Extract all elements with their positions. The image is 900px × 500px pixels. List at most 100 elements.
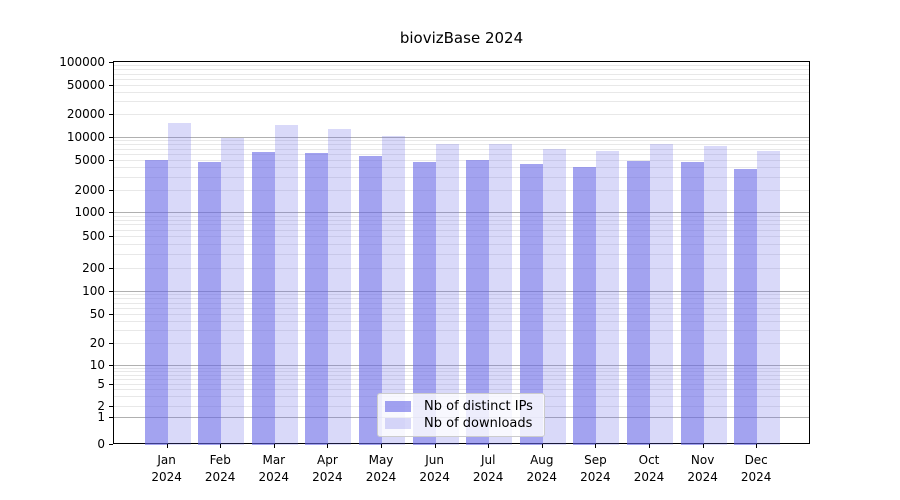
gridline-minor (114, 371, 809, 373)
y-tick-mark (109, 291, 113, 292)
gridline-minor (114, 224, 809, 226)
gridline-major (114, 291, 809, 292)
x-tick-mark (434, 444, 436, 448)
y-tick-label: 50000 (66, 78, 105, 92)
x-tick-label: Oct 2024 (633, 453, 665, 484)
x-tick-label: May 2024 (365, 453, 397, 484)
y-tick-mark (109, 343, 113, 344)
gridline-major (114, 137, 809, 138)
bar-distinct-ips (466, 160, 490, 445)
y-tick-label: 200 (82, 261, 105, 275)
y-tick-label: 5000 (74, 153, 105, 167)
gridline-minor (114, 298, 809, 300)
bar-downloads (435, 144, 459, 445)
bar-distinct-ips (519, 164, 543, 445)
y-tick-mark (109, 384, 113, 385)
x-tick-label: Jul 2024 (472, 453, 504, 484)
y-tick-label: 5 (97, 377, 105, 391)
bar-downloads (328, 128, 352, 445)
bar-downloads (542, 148, 566, 445)
gridline-minor (114, 253, 809, 255)
gridline-minor (114, 65, 809, 67)
bar-distinct-ips (144, 160, 168, 445)
x-tick-mark (488, 444, 490, 448)
y-tick-label: 1 (97, 410, 105, 424)
gridline-minor (114, 176, 809, 178)
legend-label: Nb of downloads (424, 416, 533, 431)
bar-distinct-ips (198, 161, 222, 445)
bar-downloads (489, 143, 513, 445)
gridline-minor (114, 153, 809, 155)
y-tick-label: 10000 (66, 130, 105, 144)
gridline-minor (114, 148, 809, 150)
gridline-minor (114, 367, 809, 369)
y-tick-label: 20 (89, 336, 105, 350)
gridline-minor (114, 379, 809, 380)
gridline-minor (114, 302, 809, 304)
gridline-minor (114, 389, 809, 391)
legend-item-distinct-ips: Nb of distinct IPs (385, 399, 536, 414)
legend-item-downloads: Nb of downloads (385, 416, 536, 431)
gridline-minor (114, 114, 809, 115)
gridline-major (114, 212, 809, 213)
y-tick-mark (109, 190, 113, 191)
y-tick-mark (109, 137, 113, 138)
y-tick-label: 10 (89, 358, 105, 372)
y-tick-label: 50 (89, 307, 105, 321)
gridline-minor (114, 294, 809, 296)
y-tick-mark (109, 236, 113, 237)
gridline-minor (114, 219, 809, 221)
y-tick-mark (109, 406, 113, 407)
bar-downloads (757, 151, 781, 445)
bar-distinct-ips (573, 167, 597, 445)
legend-swatch-downloads (385, 418, 411, 429)
legend-label: Nb of distinct IPs (424, 399, 533, 414)
gridline-minor (114, 236, 809, 237)
gridline-minor (114, 330, 809, 332)
y-tick-mark (109, 444, 113, 445)
y-tick-mark (109, 268, 113, 269)
legend: Nb of distinct IPs Nb of downloads (377, 393, 545, 437)
plot-area (113, 61, 810, 445)
y-tick-mark (109, 62, 113, 63)
x-tick-label: Feb 2024 (204, 453, 236, 484)
y-tick-label: 100000 (59, 55, 105, 69)
y-tick-mark (109, 85, 113, 86)
x-tick-mark (166, 444, 168, 448)
x-tick-mark (702, 444, 704, 448)
legend-swatch-distinct-ips (385, 401, 411, 412)
x-tick-label: Mar 2024 (258, 453, 290, 484)
bar-distinct-ips (251, 152, 275, 445)
bar-downloads (596, 150, 620, 445)
x-tick-label: Dec 2024 (740, 453, 772, 484)
bar-downloads (650, 143, 673, 445)
gridline-minor (114, 343, 809, 344)
x-tick-label: Sep 2024 (580, 453, 611, 484)
bar-distinct-ips (734, 169, 758, 445)
gridline-minor (114, 167, 809, 169)
x-tick-label: Aug 2024 (526, 453, 558, 484)
gridline-major (114, 365, 809, 366)
x-tick-mark (381, 444, 382, 448)
bar-downloads (382, 136, 405, 445)
gridline-minor (114, 101, 809, 103)
gridline-minor (114, 69, 809, 71)
gridline-minor (114, 314, 809, 315)
bar-downloads (221, 138, 245, 445)
y-tick-label: 2 (97, 399, 105, 413)
y-tick-mark (109, 212, 113, 213)
bar-distinct-ips (359, 155, 382, 445)
y-tick-label: 100 (82, 284, 105, 298)
gridline-minor (114, 78, 809, 80)
gridline-minor (114, 73, 809, 75)
y-tick-label: 500 (82, 229, 105, 243)
gridline-minor (114, 374, 809, 376)
bar-distinct-ips (412, 161, 436, 445)
x-tick-mark (273, 444, 275, 448)
gridline-minor (114, 229, 809, 231)
gridline-minor (114, 384, 809, 385)
gridline-minor (114, 243, 809, 245)
y-tick-label: 20000 (66, 107, 105, 121)
x-tick-label: Jan 2024 (151, 453, 182, 484)
